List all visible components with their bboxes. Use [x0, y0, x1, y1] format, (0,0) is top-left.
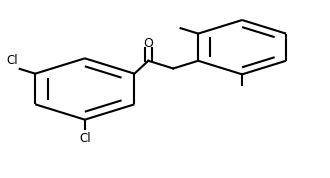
Text: O: O: [144, 37, 153, 50]
Text: Cl: Cl: [6, 54, 18, 67]
Text: Cl: Cl: [79, 132, 91, 145]
